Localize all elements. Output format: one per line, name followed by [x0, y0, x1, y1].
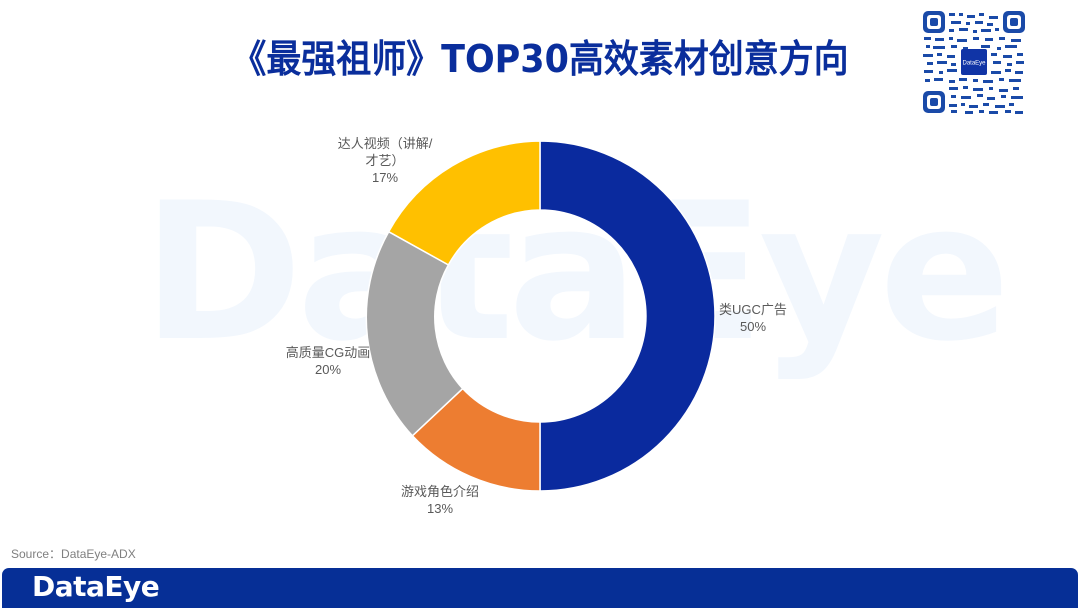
label-name: 类UGC广告: [719, 302, 787, 317]
label-name: 高质量CG动画: [285, 345, 371, 360]
label-value: 13%: [426, 501, 454, 516]
label-ugc-ads: 类UGC广告 50%: [708, 301, 798, 335]
label-name: 游戏角色介绍: [400, 484, 479, 499]
label-cg-animation: 高质量CG动画 20%: [268, 344, 388, 378]
footer-bar: DataEye: [2, 568, 1078, 608]
qr-center-label: DataEye: [962, 61, 986, 67]
source-note: Source：DataEye-ADX: [11, 547, 136, 561]
footer-logo: DataEye: [32, 570, 160, 603]
label-value: 17%: [371, 170, 399, 185]
label-name-line2: 才艺）: [365, 153, 405, 168]
slice-influencer-video: [387, 140, 541, 266]
page-title: 《最强祖师》TOP30高效素材创意方向: [231, 37, 849, 81]
label-value: 20%: [314, 362, 342, 377]
label-value: 50%: [739, 319, 767, 334]
qr-code-icon: DataEye: [921, 9, 1027, 115]
label-name-line1: 达人视频（讲解/: [337, 136, 433, 151]
label-influencer-video: 达人视频（讲解/ 才艺） 17%: [320, 135, 450, 186]
slice-ugc-ads: [539, 140, 716, 492]
label-character-intro: 游戏角色介绍 13%: [380, 483, 500, 517]
